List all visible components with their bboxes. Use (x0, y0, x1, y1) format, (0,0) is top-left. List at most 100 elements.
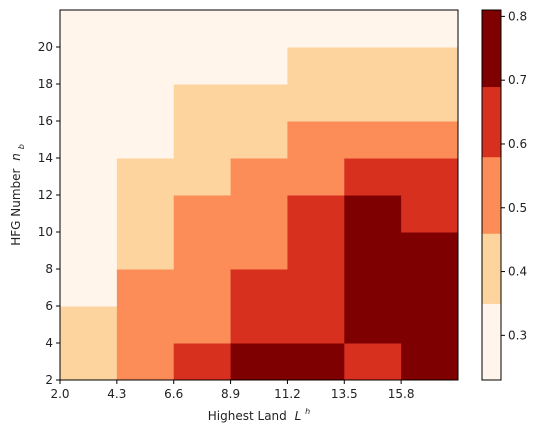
x-tick-label: 13.5 (331, 387, 358, 401)
heatmap-cell (173, 158, 232, 196)
x-tick-label: 4.3 (107, 387, 126, 401)
y-tick-label: 16 (38, 114, 53, 128)
colorbar-frame (481, 9, 502, 381)
y-tick-label: 10 (38, 225, 53, 239)
heatmap-cell (60, 121, 118, 159)
heatmap-cell (173, 232, 232, 270)
heatmap-cell (401, 306, 459, 344)
colorbar (482, 10, 501, 381)
y-tick-label: 4 (45, 336, 53, 350)
heatmap-cell (401, 343, 459, 381)
heatmap-cell (287, 47, 345, 85)
heatmap-cell (344, 306, 402, 344)
heatmap-cell (60, 158, 118, 196)
heatmap-cell (230, 343, 288, 381)
heatmap-cell (401, 121, 459, 159)
heatmap-cell (287, 306, 345, 344)
y-tick-label: 6 (45, 299, 53, 313)
x-tick-label: 2.0 (50, 387, 69, 401)
heatmap-cell (116, 269, 175, 307)
heatmap-cell (287, 158, 345, 196)
heatmap-cell (116, 343, 175, 381)
y-tick-label: 14 (38, 151, 53, 165)
y-tick-label: 18 (38, 77, 53, 91)
heatmap-cell (230, 158, 288, 196)
heatmap-cell (230, 10, 288, 48)
heatmap-cell (60, 343, 118, 381)
heatmap-cell (287, 343, 345, 381)
heatmap-cell (173, 84, 232, 122)
heatmap-cells (60, 10, 459, 381)
heatmap-cell (230, 121, 288, 159)
heatmap-cell (344, 195, 402, 233)
heatmap-cell (60, 84, 118, 122)
heatmap-cell (344, 84, 402, 122)
heatmap-cell (116, 121, 175, 159)
x-tick-label: 6.6 (164, 387, 183, 401)
heatmap-cell (401, 158, 459, 196)
colorbar-segment (482, 156, 501, 234)
colorbar-segment (482, 303, 501, 381)
colorbar-tick-label: 0.5 (508, 201, 527, 215)
heatmap-cell (173, 195, 232, 233)
heatmap-cell (287, 84, 345, 122)
heatmap-cell (173, 269, 232, 307)
colorbar-segment (482, 86, 501, 158)
x-axis: 2.0 4.3 6.6 8.9 11.2 13.5 15.8 (50, 380, 415, 401)
heatmap-cell (173, 343, 232, 381)
heatmap-cell (60, 306, 118, 344)
x-tick-label: 8.9 (221, 387, 240, 401)
y-tick-label: 12 (38, 188, 53, 202)
x-axis-label: Highest Land L h (208, 407, 310, 423)
heatmap-cell (401, 84, 459, 122)
colorbar-tick-label: 0.4 (508, 265, 527, 279)
colorbar-ticks: 0.3 0.4 0.5 0.6 0.7 0.8 (501, 9, 527, 342)
heatmap-cell (173, 306, 232, 344)
heatmap-cell (60, 195, 118, 233)
heatmap-cell (173, 121, 232, 159)
heatmap-cell (116, 10, 175, 48)
heatmap-cell (344, 343, 402, 381)
heatmap-cell (344, 121, 402, 159)
heatmap-cell (230, 195, 288, 233)
heatmap-cell (287, 269, 345, 307)
y-axis: 2 4 6 8 10 12 14 16 18 20 (38, 40, 60, 387)
y-axis-label-subscript: b (17, 144, 26, 149)
heatmap-cell (344, 47, 402, 85)
heatmap-cell (230, 269, 288, 307)
colorbar-tick-label: 0.8 (508, 9, 527, 23)
heatmap-cell (401, 195, 459, 233)
y-tick-label: 8 (45, 262, 53, 276)
colorbar-tick-label: 0.7 (508, 73, 527, 87)
x-axis-label-superscript: h (305, 407, 310, 416)
heatmap-cell (116, 84, 175, 122)
heatmap-cell (287, 232, 345, 270)
heatmap-cell (173, 10, 232, 48)
y-axis-label-text: HFG Number (9, 168, 23, 245)
heatmap-cell (287, 121, 345, 159)
heatmap-cell (173, 47, 232, 85)
x-tick-label: 11.2 (274, 387, 301, 401)
heatmap-cell (60, 10, 118, 48)
heatmap-cell (344, 10, 402, 48)
y-axis-label: HFG Number n b (9, 144, 26, 246)
heatmap-cell (287, 10, 345, 48)
heatmap-cell (60, 232, 118, 270)
colorbar-segment (482, 233, 501, 304)
heatmap-cell (230, 47, 288, 85)
heatmap-cell (230, 306, 288, 344)
heatmap-cell (401, 232, 459, 270)
y-tick-label: 2 (45, 373, 53, 387)
heatmap-cell (344, 232, 402, 270)
heatmap-cell (60, 47, 118, 85)
colorbar-segment (482, 10, 501, 88)
colorbar-tick-label: 0.6 (508, 137, 527, 151)
heatmap-cell (116, 232, 175, 270)
colorbar-tick-label: 0.3 (508, 328, 527, 342)
heatmap-cell (401, 10, 459, 48)
x-axis-label-text: Highest Land (208, 409, 287, 423)
heatmap-cell (60, 269, 118, 307)
y-tick-label: 20 (38, 40, 53, 54)
heatmap-cell (116, 195, 175, 233)
